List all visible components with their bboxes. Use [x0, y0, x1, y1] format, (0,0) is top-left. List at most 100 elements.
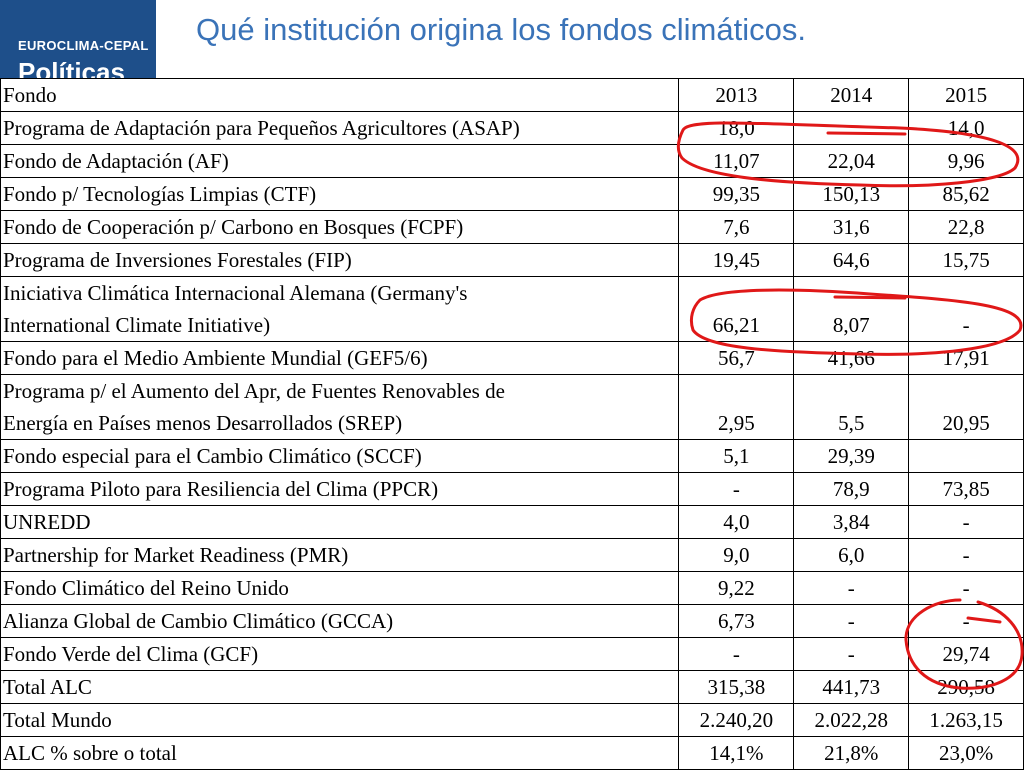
- fund-name: Total ALC: [0, 670, 680, 704]
- slide-title: Qué institución origina los fondos climá…: [196, 12, 806, 47]
- value-2015: -: [908, 505, 1024, 539]
- value-2013: 6,73: [678, 604, 795, 638]
- table-row: Programa Piloto para Resiliencia del Cli…: [0, 472, 1024, 506]
- value-2013: -: [678, 472, 795, 506]
- value-2014: 41,66: [793, 341, 910, 375]
- table-row: Alianza Global de Cambio Climático (GCCA…: [0, 604, 1024, 638]
- value-2015: 9,96: [908, 144, 1024, 178]
- fund-name: Iniciativa Climática Internacional Alema…: [0, 276, 680, 342]
- header-2014: 2014: [793, 78, 910, 112]
- fund-name: ALC % sobre o total: [0, 736, 680, 770]
- value-2013: 11,07: [678, 144, 795, 178]
- value-2013: 9,22: [678, 571, 795, 605]
- fund-name: Total Mundo: [0, 703, 680, 737]
- fund-name: UNREDD: [0, 505, 680, 539]
- value-2015: 15,75: [908, 243, 1024, 277]
- table-row: ALC % sobre o total 14,1% 21,8% 23,0%: [0, 736, 1024, 770]
- fund-name: Fondo p/ Tecnologías Limpias (CTF): [0, 177, 680, 211]
- header-fund: Fondo: [0, 78, 680, 112]
- fund-name: Fondo para el Medio Ambiente Mundial (GE…: [0, 341, 680, 375]
- value-2015: -: [908, 276, 1024, 342]
- table-row: Fondo de Cooperación p/ Carbono en Bosqu…: [0, 210, 1024, 244]
- value-2014: 29,39: [793, 439, 910, 473]
- value-2013: 99,35: [678, 177, 795, 211]
- fund-name: Partnership for Market Readiness (PMR): [0, 538, 680, 572]
- fund-name: Programa de Adaptación para Pequeños Agr…: [0, 111, 680, 145]
- table-row: Programa de Adaptación para Pequeños Agr…: [0, 111, 1024, 145]
- fund-name: Programa Piloto para Resiliencia del Cli…: [0, 472, 680, 506]
- fund-name: Fondo especial para el Cambio Climático …: [0, 439, 680, 473]
- brand-subtitle: Políticas: [18, 58, 125, 78]
- table-row: Total ALC 315,38 441,73 290,58: [0, 670, 1024, 704]
- value-2015: 73,85: [908, 472, 1024, 506]
- table-header-row: Fondo 2013 2014 2015: [0, 78, 1024, 112]
- value-2013: 14,1%: [678, 736, 795, 770]
- table-row: Iniciativa Climática Internacional Alema…: [0, 276, 1024, 342]
- value-2013: 7,6: [678, 210, 795, 244]
- value-2013: 315,38: [678, 670, 795, 704]
- value-2015: 1.263,15: [908, 703, 1024, 737]
- value-2015: -: [908, 571, 1024, 605]
- value-2015: 22,8: [908, 210, 1024, 244]
- table-row: Fondo Verde del Clima (GCF) - - 29,74: [0, 637, 1024, 671]
- table-row: Fondo de Adaptación (AF) 11,07 22,04 9,9…: [0, 144, 1024, 178]
- table-row: Fondo especial para el Cambio Climático …: [0, 439, 1024, 473]
- fund-name: Programa p/ el Aumento del Apr, de Fuent…: [0, 374, 680, 440]
- fund-name: Fondo de Adaptación (AF): [0, 144, 680, 178]
- fund-name: Programa de Inversiones Forestales (FIP): [0, 243, 680, 277]
- value-2015: [908, 439, 1024, 473]
- value-2014: 2.022,28: [793, 703, 910, 737]
- value-2014: 5,5: [793, 374, 910, 440]
- fund-name-line: Energía en Países menos Desarrollados (S…: [3, 411, 403, 435]
- value-2014: 64,6: [793, 243, 910, 277]
- value-2014: 150,13: [793, 177, 910, 211]
- value-2014: -: [793, 604, 910, 638]
- header-2013: 2013: [678, 78, 795, 112]
- table-row: Fondo Climático del Reino Unido 9,22 - -: [0, 571, 1024, 605]
- value-2015: 85,62: [908, 177, 1024, 211]
- value-2015: -: [908, 604, 1024, 638]
- value-2014: 8,07: [793, 276, 910, 342]
- value-2014: 31,6: [793, 210, 910, 244]
- value-2014: 78,9: [793, 472, 910, 506]
- value-2014: -: [793, 571, 910, 605]
- table-row: UNREDD 4,0 3,84 -: [0, 505, 1024, 539]
- fund-name: Fondo Verde del Clima (GCF): [0, 637, 680, 671]
- value-2013: 56,7: [678, 341, 795, 375]
- value-2013: -: [678, 637, 795, 671]
- value-2013: 66,21: [678, 276, 795, 342]
- value-2014: 6,0: [793, 538, 910, 572]
- table-row: Total Mundo 2.240,20 2.022,28 1.263,15: [0, 703, 1024, 737]
- value-2014: 22,04: [793, 144, 910, 178]
- value-2015: 290,58: [908, 670, 1024, 704]
- value-2015: 29,74: [908, 637, 1024, 671]
- table-row: Programa de Inversiones Forestales (FIP)…: [0, 243, 1024, 277]
- value-2015: 17,91: [908, 341, 1024, 375]
- table-row: Fondo p/ Tecnologías Limpias (CTF) 99,35…: [0, 177, 1024, 211]
- value-2014: -: [793, 637, 910, 671]
- value-2015: 14,0: [908, 111, 1024, 145]
- value-2013: 18,0: [678, 111, 795, 145]
- value-2013: 5,1: [678, 439, 795, 473]
- value-2015: -: [908, 538, 1024, 572]
- value-2013: 19,45: [678, 243, 795, 277]
- value-2013: 4,0: [678, 505, 795, 539]
- fund-name-line: International Climate Initiative): [3, 313, 271, 337]
- value-2013: 2,95: [678, 374, 795, 440]
- fund-name: Fondo Climático del Reino Unido: [0, 571, 680, 605]
- table-row: Fondo para el Medio Ambiente Mundial (GE…: [0, 341, 1024, 375]
- fund-name-line: Programa p/ el Aumento del Apr, de Fuent…: [3, 379, 505, 403]
- value-2014: 441,73: [793, 670, 910, 704]
- value-2015: 23,0%: [908, 736, 1024, 770]
- header-2015: 2015: [908, 78, 1024, 112]
- value-2014: 3,84: [793, 505, 910, 539]
- value-2015: 20,95: [908, 374, 1024, 440]
- value-2013: 9,0: [678, 538, 795, 572]
- climate-funds-table: Fondo 2013 2014 2015 Programa de Adaptac…: [0, 78, 1024, 770]
- value-2013: 2.240,20: [678, 703, 795, 737]
- table-row: Programa p/ el Aumento del Apr, de Fuent…: [0, 374, 1024, 440]
- value-2014: [793, 111, 910, 145]
- table-row: Partnership for Market Readiness (PMR) 9…: [0, 538, 1024, 572]
- fund-name: Fondo de Cooperación p/ Carbono en Bosqu…: [0, 210, 680, 244]
- fund-name-line: Iniciativa Climática Internacional Alema…: [3, 281, 468, 305]
